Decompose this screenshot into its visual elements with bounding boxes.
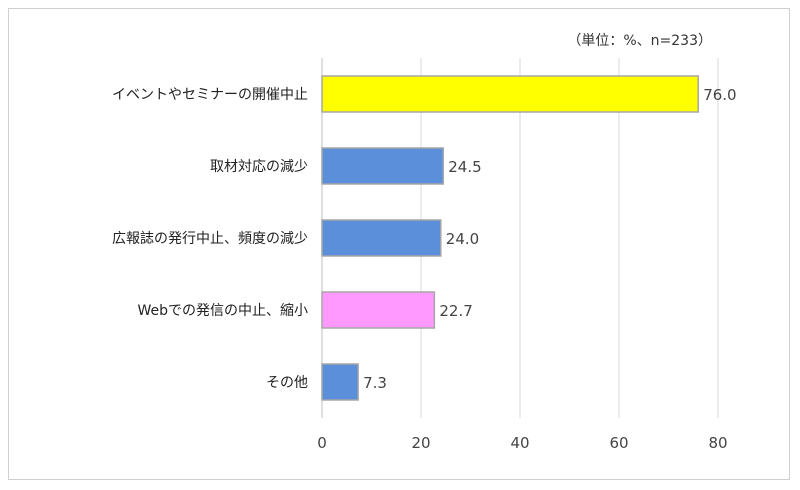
value-label-1: 24.5 — [448, 158, 481, 176]
x-tick-label-3: 60 — [609, 434, 628, 452]
bar-1 — [321, 147, 445, 185]
value-label-4: 7.3 — [363, 374, 387, 392]
x-tick-label-1: 20 — [411, 434, 430, 452]
bar-4 — [321, 363, 359, 401]
x-tick-label-2: 40 — [510, 434, 529, 452]
x-tick-label-0: 0 — [317, 434, 327, 452]
category-label-2: 広報誌の発行中止、頻度の減少 — [112, 230, 308, 247]
x-tick-labels: 0 20 40 60 80 — [317, 434, 727, 452]
value-label-2: 24.0 — [446, 230, 479, 248]
category-label-4: その他 — [266, 375, 308, 391]
bar-3 — [321, 291, 436, 329]
value-label-0: 76.0 — [703, 86, 736, 104]
unit-note: （単位：%、n=233） — [567, 33, 712, 49]
value-labels: 76.0 24.5 24.0 22.7 7.3 — [363, 86, 736, 392]
category-label-3: Webでの発信の中止、縮小 — [137, 303, 308, 319]
value-label-3: 22.7 — [439, 302, 472, 320]
category-label-1: 取材対応の減少 — [210, 158, 308, 175]
bar-0 — [321, 75, 699, 113]
bars — [321, 75, 699, 401]
x-tick-label-4: 80 — [708, 434, 727, 452]
bar-2 — [321, 219, 442, 257]
category-label-0: イベントやセミナーの開催中止 — [112, 87, 308, 103]
